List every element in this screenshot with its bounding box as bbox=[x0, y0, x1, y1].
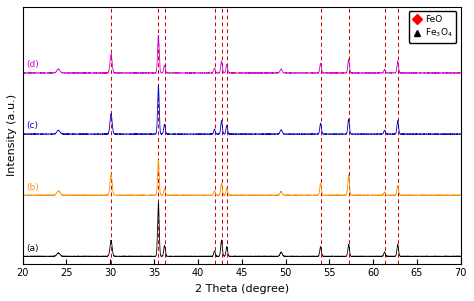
Text: (a): (a) bbox=[26, 244, 38, 253]
X-axis label: 2 Theta (degree): 2 Theta (degree) bbox=[195, 284, 289, 294]
Text: (b): (b) bbox=[26, 182, 39, 191]
Text: (c): (c) bbox=[26, 121, 38, 130]
Text: (d): (d) bbox=[26, 60, 39, 69]
Legend: FeO, Fe$_3$O$_4$: FeO, Fe$_3$O$_4$ bbox=[409, 11, 456, 43]
Y-axis label: Intensity (a.u.): Intensity (a.u.) bbox=[7, 94, 17, 176]
